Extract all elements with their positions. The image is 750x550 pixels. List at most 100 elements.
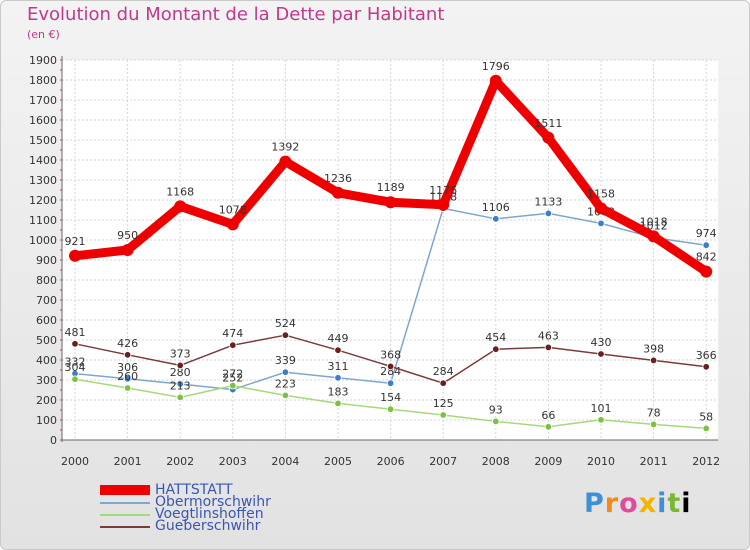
- y-tick-label: 1800: [29, 74, 57, 87]
- data-point-gueberschwihr: [71, 340, 79, 348]
- y-tick-label: 1700: [29, 94, 57, 107]
- y-tick-label: 0: [50, 434, 57, 447]
- data-label-gueberschwihr: 463: [538, 329, 559, 342]
- data-point-hattstatt: [69, 249, 81, 262]
- data-point-gueberschwihr: [334, 346, 342, 354]
- data-label-hattstatt: 1236: [324, 172, 352, 185]
- data-label-hattstatt: 921: [65, 235, 86, 248]
- data-point-voegtlinshoffen: [702, 424, 710, 433]
- data-label-voegtlinshoffen: 93: [489, 403, 503, 416]
- data-point-hattstatt: [489, 74, 502, 87]
- y-tick-label: 1300: [29, 174, 57, 187]
- data-label-gueberschwihr: 430: [591, 336, 612, 349]
- data-label-gueberschwihr: 373: [170, 347, 191, 360]
- data-label-voegtlinshoffen: 183: [328, 385, 349, 398]
- data-point-gueberschwihr: [544, 343, 553, 352]
- x-tick-label: 2003: [219, 455, 247, 468]
- data-point-voegtlinshoffen: [334, 399, 342, 408]
- x-tick-label: 2012: [692, 455, 720, 468]
- data-label-voegtlinshoffen: 101: [591, 402, 612, 415]
- data-label-hattstatt: 1796: [482, 60, 510, 73]
- data-label-hattstatt: 1511: [534, 117, 562, 130]
- data-label-voegtlinshoffen: 272: [222, 368, 243, 381]
- data-point-voegtlinshoffen: [71, 375, 79, 383]
- data-point-obermorschwihr: [544, 209, 553, 218]
- y-tick-label: 600: [36, 314, 57, 327]
- data-point-gueberschwihr: [123, 351, 132, 359]
- data-point-voegtlinshoffen: [597, 416, 605, 424]
- x-tick-label: 2004: [271, 455, 299, 468]
- data-point-hattstatt: [384, 196, 397, 209]
- y-tick-label: 500: [36, 334, 57, 347]
- x-tick-label: 2005: [324, 455, 352, 468]
- data-label-voegtlinshoffen: 260: [117, 370, 138, 383]
- data-label-voegtlinshoffen: 78: [647, 406, 661, 419]
- data-point-voegtlinshoffen: [439, 411, 447, 419]
- legend-label-obermorschwihr: Obermorschwihr: [155, 494, 271, 510]
- data-point-voegtlinshoffen: [229, 381, 237, 390]
- chart-title: Evolution du Montant de la Dette par Hab…: [27, 4, 445, 25]
- data-label-gueberschwihr: 474: [222, 327, 243, 340]
- data-label-gueberschwihr: 398: [643, 342, 664, 355]
- legend-swatch-obermorschwihr: [100, 502, 150, 504]
- data-point-voegtlinshoffen: [544, 423, 553, 431]
- y-tick-label: 700: [36, 294, 57, 307]
- data-point-hattstatt: [226, 218, 239, 231]
- data-point-obermorschwihr: [492, 215, 500, 223]
- data-label-obermorschwihr: 1133: [534, 195, 562, 208]
- data-point-hattstatt: [595, 202, 607, 215]
- data-point-hattstatt: [121, 244, 134, 256]
- data-point-hattstatt: [647, 230, 660, 243]
- y-tick-label: 1500: [29, 134, 57, 147]
- data-label-hattstatt: 1189: [377, 181, 405, 194]
- data-point-hattstatt: [700, 265, 713, 278]
- data-point-hattstatt: [174, 200, 187, 213]
- data-label-gueberschwihr: 366: [696, 349, 717, 362]
- data-label-gueberschwihr: 284: [433, 365, 454, 378]
- data-label-obermorschwihr: 1106: [482, 201, 510, 214]
- data-label-hattstatt: 1392: [271, 141, 299, 154]
- data-point-hattstatt: [437, 198, 450, 211]
- data-label-obermorschwihr: 280: [170, 366, 191, 379]
- data-label-hattstatt: 1176: [429, 184, 457, 197]
- data-point-gueberschwihr: [702, 363, 710, 371]
- y-tick-label: 1400: [29, 154, 57, 167]
- data-label-gueberschwihr: 368: [380, 348, 401, 361]
- data-point-obermorschwihr: [176, 380, 184, 388]
- data-point-obermorschwihr: [597, 219, 605, 228]
- data-label-voegtlinshoffen: 213: [170, 379, 191, 392]
- data-label-gueberschwihr: 449: [328, 332, 349, 345]
- legend-swatch-voegtlinshoffen: [100, 514, 150, 516]
- data-point-gueberschwihr: [229, 341, 237, 349]
- data-point-voegtlinshoffen: [386, 405, 395, 413]
- data-point-hattstatt: [279, 155, 292, 168]
- y-tick-label: 300: [36, 374, 57, 387]
- x-tick-label: 2011: [640, 455, 668, 468]
- y-tick-label: 400: [36, 354, 57, 367]
- y-tick-label: 100: [36, 414, 57, 427]
- x-tick-label: 2006: [377, 455, 405, 468]
- data-label-voegtlinshoffen: 66: [541, 409, 555, 422]
- data-label-obermorschwihr: 311: [328, 360, 349, 373]
- data-point-obermorschwihr: [123, 375, 132, 383]
- data-label-obermorschwihr: 339: [275, 354, 296, 367]
- data-point-obermorschwihr: [702, 241, 710, 249]
- data-label-obermorschwihr: 252: [222, 372, 243, 385]
- legend-label-voegtlinshoffen: Voegtlinshoffen: [155, 506, 264, 522]
- data-point-obermorschwihr: [281, 368, 290, 376]
- data-label-hattstatt: 842: [696, 251, 717, 264]
- data-label-voegtlinshoffen: 154: [380, 391, 401, 404]
- x-tick-label: 2010: [587, 455, 615, 468]
- data-label-gueberschwihr: 481: [65, 326, 86, 339]
- data-label-hattstatt: 1018: [640, 215, 668, 228]
- data-label-hattstatt: 1168: [166, 185, 194, 198]
- x-tick-label: 2001: [114, 455, 142, 468]
- data-point-gueberschwihr: [649, 356, 658, 365]
- y-tick-label: 1100: [29, 214, 57, 227]
- data-label-voegtlinshoffen: 223: [275, 377, 296, 390]
- data-point-obermorschwihr: [334, 374, 342, 382]
- y-tick-label: 1900: [29, 54, 57, 67]
- data-label-voegtlinshoffen: 58: [699, 410, 713, 423]
- data-point-gueberschwihr: [281, 331, 290, 339]
